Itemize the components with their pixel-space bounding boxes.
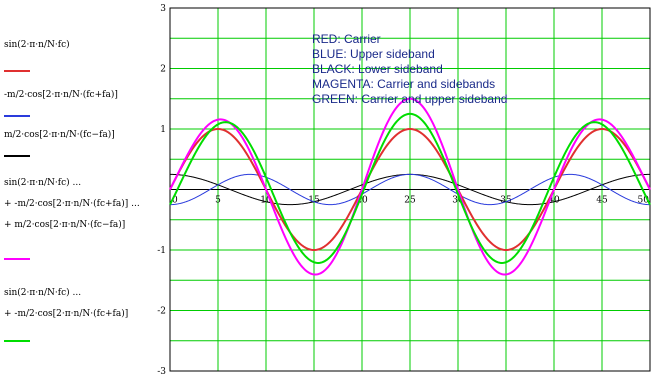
y-tick-label: 3 <box>160 4 166 14</box>
y-tick-labels: 3 2 1 -1 -2 -3 <box>157 4 166 377</box>
swatch-carrier <box>4 70 30 72</box>
expr-carrier-text: sin(2·π·n/N·fc) <box>4 40 70 50</box>
x-tick-labels: 0 5 10 15 20 25 30 35 40 45 50 <box>172 196 649 206</box>
series-ssb <box>169 112 651 264</box>
expression-legend: sin(2·π·n/N·fc) -m/2·cos[2·π·n/N·(fc+fa)… <box>0 0 170 377</box>
expr-lsb: m/2·cos[2·π·n/N·(fc−fa)] <box>4 130 115 141</box>
expr-ssb-line1: sin(2·π·n/N·fc) ... <box>4 288 82 298</box>
x-tick-label: 20 <box>356 196 368 206</box>
expr-full: sin(2·π·n/N·fc) ... + -m/2·cos[2·π·n/N·(… <box>4 178 140 231</box>
annotation-line: MAGENTA: Carrier and sidebands <box>312 77 495 91</box>
series-carrier <box>169 127 651 252</box>
expr-full-line3: + m/2·cos[2·π·n/N·(fc−fa)] <box>4 220 126 230</box>
y-tick-label: -1 <box>157 246 166 256</box>
x-tick-label: 0 <box>172 196 178 206</box>
y-tick-label: 1 <box>160 125 166 135</box>
x-tick-label: 30 <box>452 196 464 206</box>
swatch-lsb <box>4 155 30 157</box>
x-tick-label: 45 <box>596 196 608 206</box>
expr-lsb-text: m/2·cos[2·π·n/N·(fc−fa)] <box>4 130 115 140</box>
x-tick-label: 50 <box>638 196 650 206</box>
series <box>169 97 651 276</box>
swatch-full <box>4 258 30 260</box>
swatch-usb <box>4 115 30 117</box>
expr-full-line1: sin(2·π·n/N·fc) ... <box>4 178 82 188</box>
annotation-line: RED: Carrier <box>312 32 381 46</box>
y-tick-label: -3 <box>157 367 166 377</box>
x-tick-label: 15 <box>308 196 320 206</box>
x-tick-label: 40 <box>548 196 560 206</box>
x-tick-label: 25 <box>404 196 416 206</box>
series-full <box>169 97 651 276</box>
annotation-line: BLACK: Lower sideband <box>312 62 443 76</box>
y-tick-label: -2 <box>157 307 166 317</box>
x-tick-label: 10 <box>260 196 272 206</box>
expr-ssb: sin(2·π·n/N·fc) ... + -m/2·cos[2·π·n/N·(… <box>4 288 128 320</box>
swatch-ssb <box>4 340 30 342</box>
expr-carrier: sin(2·π·n/N·fc) <box>4 40 70 51</box>
annotation-line: GREEN: Carrier and upper sideband <box>312 92 507 106</box>
expr-usb-text: -m/2·cos[2·π·n/N·(fc+fa)] <box>4 90 118 100</box>
x-tick-label: 5 <box>215 196 221 206</box>
annotation-line: BLUE: Upper sideband <box>312 47 435 61</box>
expr-usb: -m/2·cos[2·π·n/N·(fc+fa)] <box>4 90 118 101</box>
series-usb <box>169 173 651 206</box>
y-tick-label: 2 <box>160 65 166 75</box>
x-tick-label: 35 <box>500 196 512 206</box>
expr-ssb-line2: + -m/2·cos[2·π·n/N·(fc+fa)] <box>4 309 129 319</box>
expr-full-line2: + -m/2·cos[2·π·n/N·(fc+fa)] ... <box>4 199 140 209</box>
